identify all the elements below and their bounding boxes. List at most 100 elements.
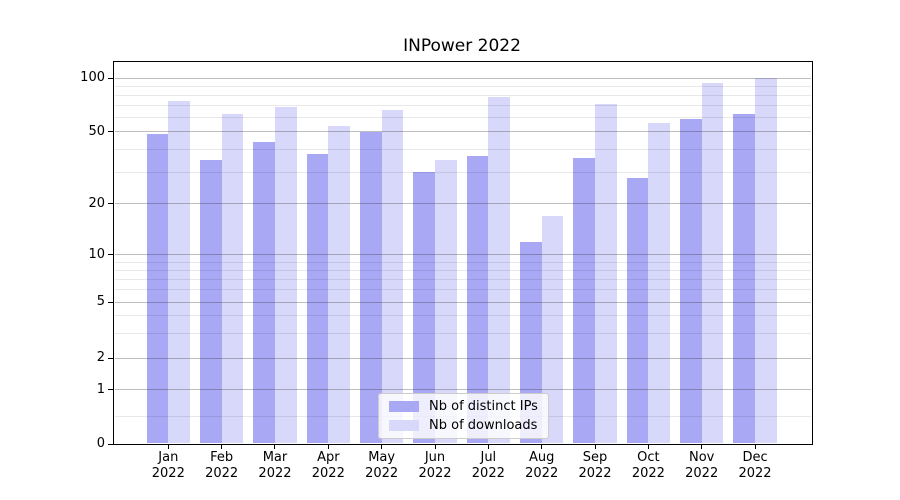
x-tick-year: 2022: [471, 466, 505, 481]
x-tick-label-jun: Jun 2022: [403, 450, 467, 482]
y-tick-label-1: 1: [96, 381, 105, 397]
x-tick-mark-oct: [647, 444, 649, 449]
x-tick-year: 2022: [738, 466, 772, 481]
x-tick-month: Sep: [582, 450, 608, 465]
bar-nb-of-downloads-mar: [274, 106, 297, 443]
x-tick-month: Aug: [528, 450, 555, 465]
gridline-major-20: [115, 203, 811, 205]
x-tick-label-oct: Oct 2022: [616, 450, 680, 482]
x-tick-label-jan: Jan 2022: [136, 450, 200, 482]
x-tick-mark-jul: [487, 444, 489, 449]
x-tick-label-feb: Feb 2022: [190, 450, 254, 482]
x-tick-mark-feb: [221, 444, 223, 449]
gridline-minor-90: [115, 85, 811, 87]
x-tick-month: Nov: [689, 450, 715, 465]
y-tick-label-2: 2: [96, 350, 105, 365]
bar-nb-of-distinct-ips-jan: [146, 133, 169, 443]
y-tick-mark-1: [108, 389, 114, 391]
x-tick-month: Jan: [158, 450, 179, 465]
gridline-major-50: [115, 131, 811, 133]
legend-swatch-nb-of-distinct-ips: [389, 401, 419, 412]
x-tick-month: Jun: [424, 450, 446, 465]
bar-nb-of-distinct-ips-feb: [200, 160, 222, 443]
y-tick-mark-10: [108, 254, 114, 256]
gridline-minor-30: [115, 171, 811, 173]
legend-swatch-nb-of-downloads: [389, 420, 419, 431]
y-tick-label-100: 100: [80, 70, 105, 85]
x-tick-label-may: May 2022: [350, 450, 414, 482]
gridline-major-1: [115, 389, 811, 391]
x-tick-label-dec: Dec 2022: [723, 450, 787, 482]
x-tick-month: May: [368, 450, 396, 465]
legend-label: Nb of downloads: [429, 418, 538, 433]
legend-entry-nb-of-downloads: Nb of downloads: [389, 418, 538, 433]
bar-nb-of-downloads-sep: [595, 103, 617, 443]
legend-label: Nb of distinct IPs: [429, 399, 538, 414]
x-tick-month: Apr: [317, 450, 340, 465]
gridline-major-2: [115, 357, 811, 359]
y-tick-mark-0: [108, 443, 114, 445]
y-tick-label-20: 20: [88, 195, 105, 211]
gridline-minor-8: [115, 269, 811, 271]
legend: Nb of distinct IPs Nb of downloads: [378, 393, 549, 439]
gridline-major-100: [115, 77, 811, 79]
chart-title: INPower 2022: [403, 36, 521, 56]
bar-nb-of-downloads-aug: [541, 215, 564, 443]
bar-nb-of-downloads-jan: [168, 101, 190, 443]
bar-nb-of-distinct-ips-may: [360, 131, 382, 443]
gridline-minor-7: [115, 278, 811, 280]
y-tick-label-0: 0: [96, 436, 105, 451]
x-tick-label-jul: Jul 2022: [456, 450, 520, 482]
bar-nb-of-distinct-ips-mar: [253, 142, 275, 443]
gridline-minor-3: [115, 332, 811, 334]
bar-nb-of-distinct-ips-jun: [413, 172, 435, 443]
x-tick-label-aug: Aug 2022: [510, 450, 574, 482]
gridline-minor-70: [115, 105, 811, 107]
x-tick-mark-jan: [167, 444, 169, 449]
x-tick-label-sep: Sep 2022: [563, 450, 627, 482]
y-tick-label-50: 50: [88, 123, 105, 139]
x-tick-mark-jun: [434, 444, 436, 449]
gridline-minor-80: [115, 94, 811, 96]
x-tick-label-mar: Mar 2022: [243, 450, 307, 482]
bar-nb-of-downloads-may: [381, 110, 404, 443]
bar-nb-of-distinct-ips-nov: [680, 119, 702, 443]
x-tick-year: 2022: [418, 466, 452, 481]
x-tick-year: 2022: [258, 466, 292, 481]
gridline-minor-4: [115, 315, 811, 317]
x-tick-label-apr: Apr 2022: [296, 450, 360, 482]
y-tick-mark-5: [108, 301, 114, 303]
x-tick-year: 2022: [151, 466, 185, 481]
y-tick-mark-100: [108, 77, 114, 79]
gridline-minor-9: [115, 261, 811, 263]
x-tick-month: Mar: [262, 450, 288, 465]
x-tick-month: Dec: [742, 450, 768, 465]
x-tick-month: Oct: [637, 450, 660, 465]
x-tick-mark-mar: [274, 444, 276, 449]
x-tick-mark-apr: [327, 444, 329, 449]
gridline-major-10: [115, 254, 811, 256]
bar-nb-of-downloads-oct: [648, 123, 670, 443]
x-tick-label-nov: Nov 2022: [670, 450, 734, 482]
x-tick-year: 2022: [525, 466, 559, 481]
bar-nb-of-distinct-ips-oct: [626, 177, 649, 443]
y-tick-label-5: 5: [96, 294, 105, 309]
x-tick-year: 2022: [311, 466, 345, 481]
gridline-minor-60: [115, 117, 811, 119]
x-tick-year: 2022: [578, 466, 612, 481]
x-tick-year: 2022: [365, 466, 399, 481]
x-tick-year: 2022: [205, 466, 239, 481]
bar-nb-of-downloads-apr: [328, 125, 350, 443]
x-tick-year: 2022: [631, 466, 665, 481]
x-tick-mark-aug: [541, 444, 543, 449]
gridline-major-5: [115, 301, 811, 303]
bar-nb-of-downloads-feb: [221, 113, 244, 443]
bar-nb-of-downloads-jul: [488, 97, 510, 443]
x-tick-mark-dec: [754, 444, 756, 449]
gridline-minor-6: [115, 289, 811, 291]
bar-nb-of-downloads-dec: [755, 78, 777, 443]
y-tick-mark-50: [108, 131, 114, 133]
bar-nb-of-downloads-nov: [701, 82, 724, 443]
y-tick-mark-20: [108, 203, 114, 205]
